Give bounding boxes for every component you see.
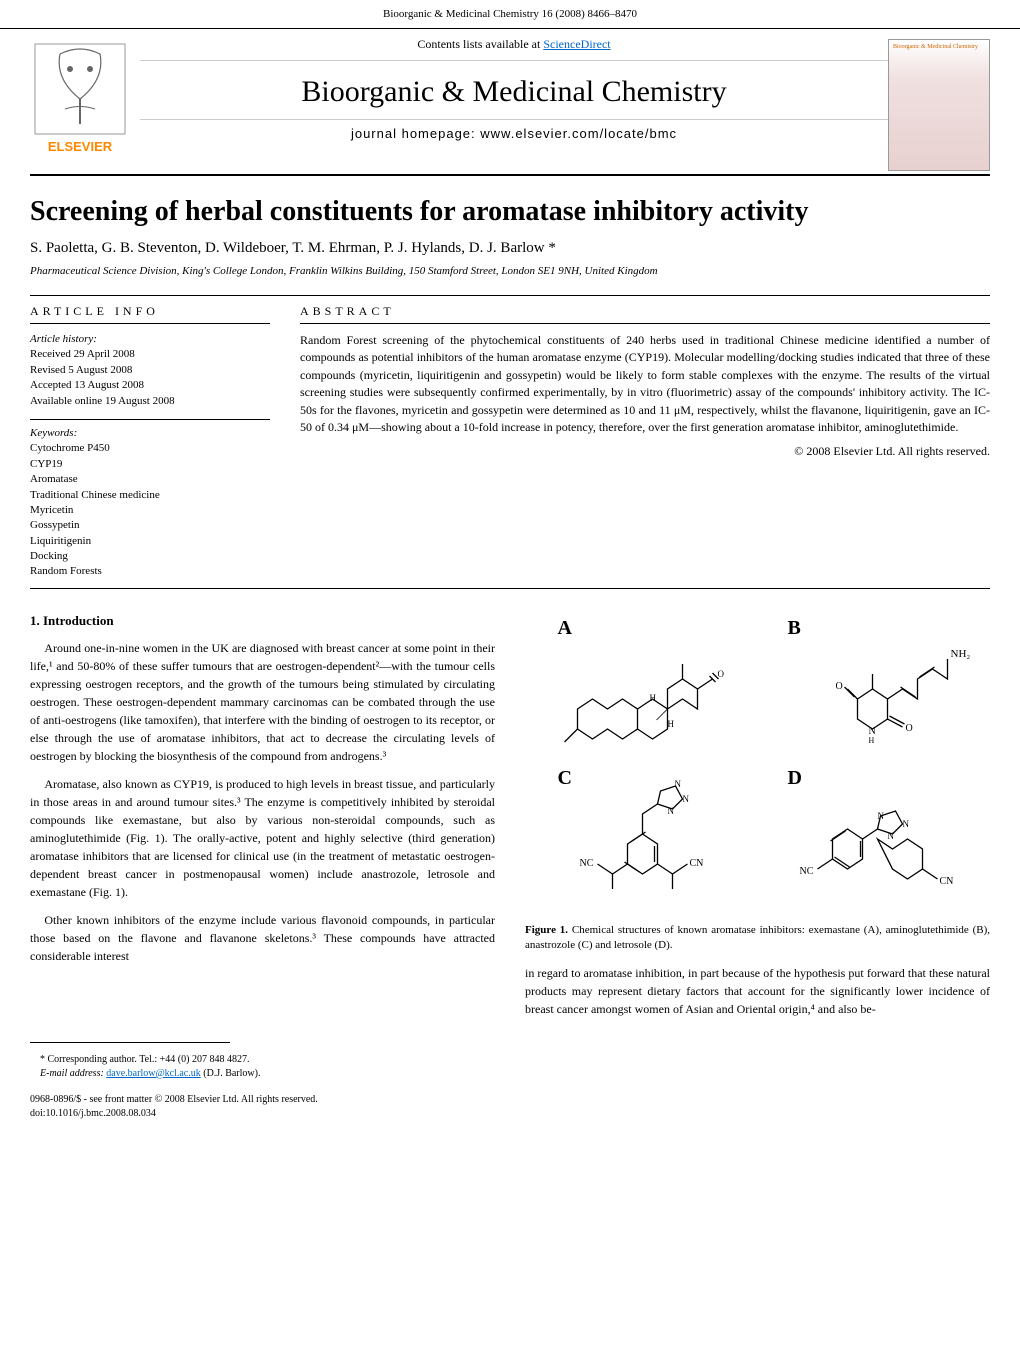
main-content: 1. Introduction Around one-in-nine women…	[0, 589, 1020, 1038]
keywords-block: Keywords: Cytochrome P450 CYP19 Aromatas…	[30, 419, 270, 580]
figure-svg: A H H O B N	[525, 609, 990, 919]
abstract-block: ABSTRACT Random Forest screening of the …	[300, 304, 990, 580]
cover-thumbnail: Bioorganic & Medicinal Chemistry	[888, 39, 990, 171]
intro-heading: 1. Introduction	[30, 613, 495, 629]
email-label: E-mail address:	[40, 1068, 106, 1079]
history-label: Article history:	[30, 332, 270, 347]
intro-p3: Other known inhibitors of the enzyme inc…	[30, 911, 495, 965]
svg-text:D: D	[788, 767, 802, 789]
svg-text:CN: CN	[690, 858, 704, 869]
front-matter: 0968-0896/$ - see front matter © 2008 El…	[30, 1093, 990, 1107]
svg-text:O: O	[836, 681, 843, 692]
email-link[interactable]: dave.barlow@kcl.ac.uk	[106, 1068, 200, 1079]
received: Received 29 April 2008	[30, 347, 270, 362]
contents-bar: Contents lists available at ScienceDirec…	[140, 29, 888, 61]
svg-text:N: N	[675, 779, 682, 789]
keyword: Cytochrome P450	[30, 441, 270, 456]
footer: * Corresponding author. Tel.: +44 (0) 20…	[0, 1038, 1020, 1141]
journal-name: Bioorganic & Medicinal Chemistry	[140, 61, 888, 119]
left-column: 1. Introduction Around one-in-nine women…	[30, 599, 495, 1028]
keyword: Docking	[30, 549, 270, 564]
svg-text:ELSEVIER: ELSEVIER	[48, 139, 113, 154]
article-info-heading: ARTICLE INFO	[30, 304, 270, 324]
info-abstract-row: ARTICLE INFO Article history: Received 2…	[0, 296, 1020, 584]
history-block: Article history: Received 29 April 2008 …	[30, 332, 270, 409]
online: Available online 19 August 2008	[30, 394, 270, 409]
keyword: Traditional Chinese medicine	[30, 488, 270, 503]
svg-text:A: A	[558, 617, 573, 639]
accepted: Accepted 13 August 2008	[30, 378, 270, 393]
sciencedirect-link[interactable]: ScienceDirect	[543, 37, 610, 51]
svg-text:NH₂: NH₂	[951, 648, 971, 660]
svg-text:NC: NC	[800, 866, 814, 877]
svg-text:H: H	[668, 719, 675, 729]
right-column: A H H O B N	[525, 599, 990, 1028]
svg-text:N: N	[903, 819, 910, 829]
homepage-label: journal homepage:	[351, 126, 480, 141]
email-suffix: (D.J. Barlow).	[201, 1068, 261, 1079]
svg-text:N: N	[668, 806, 675, 816]
email-line: E-mail address: dave.barlow@kcl.ac.uk (D…	[30, 1067, 990, 1081]
abstract-heading: ABSTRACT	[300, 304, 990, 324]
figure-1: A H H O B N	[525, 609, 990, 954]
keyword: Myricetin	[30, 503, 270, 518]
article-title: Screening of herbal constituents for aro…	[30, 196, 990, 228]
intro-p4: in regard to aromatase inhibition, in pa…	[525, 964, 990, 1018]
figure-label: Figure 1.	[525, 924, 568, 936]
abstract-text: Random Forest screening of the phytochem…	[300, 332, 990, 436]
footnote-rule	[30, 1042, 230, 1047]
keywords-label: Keywords:	[30, 426, 270, 441]
svg-text:N: N	[683, 794, 690, 804]
running-header: Bioorganic & Medicinal Chemistry 16 (200…	[0, 0, 1020, 28]
svg-text:H: H	[869, 736, 875, 745]
svg-text:O: O	[718, 669, 725, 679]
elsevier-logo: ELSEVIER	[30, 29, 140, 174]
copyright: © 2008 Elsevier Ltd. All rights reserved…	[300, 444, 990, 459]
journal-homepage: journal homepage: www.elsevier.com/locat…	[140, 119, 888, 155]
cover-text: Bioorganic & Medicinal Chemistry	[889, 40, 989, 54]
homepage-url: www.elsevier.com/locate/bmc	[480, 126, 677, 141]
article-info: ARTICLE INFO Article history: Received 2…	[30, 304, 270, 580]
contents-label: Contents lists available at	[417, 37, 543, 51]
doi-block: 0968-0896/$ - see front matter © 2008 El…	[30, 1093, 990, 1121]
keyword: Aromatase	[30, 472, 270, 487]
corresponding-author: * Corresponding author. Tel.: +44 (0) 20…	[30, 1053, 990, 1067]
keyword: CYP19	[30, 457, 270, 472]
revised: Revised 5 August 2008	[30, 363, 270, 378]
intro-p2: Aromatase, also known as CYP19, is produ…	[30, 775, 495, 901]
authors: S. Paoletta, G. B. Steventon, D. Wildebo…	[30, 240, 990, 257]
svg-text:NC: NC	[580, 858, 594, 869]
svg-text:O: O	[906, 723, 913, 734]
svg-text:B: B	[788, 617, 801, 639]
figure-caption-text: Chemical structures of known aromatase i…	[525, 924, 990, 951]
keyword: Gossypetin	[30, 518, 270, 533]
intro-p1: Around one-in-nine women in the UK are d…	[30, 639, 495, 765]
journal-header-bar: ELSEVIER Contents lists available at Sci…	[0, 28, 1020, 174]
svg-text:CN: CN	[940, 876, 954, 887]
svg-text:N: N	[888, 831, 895, 841]
doi: doi:10.1016/j.bmc.2008.08.034	[30, 1107, 990, 1121]
svg-text:N: N	[878, 811, 885, 821]
keyword: Random Forests	[30, 564, 270, 579]
affiliation: Pharmaceutical Science Division, King's …	[30, 265, 990, 277]
svg-text:C: C	[558, 767, 572, 789]
title-block: Screening of herbal constituents for aro…	[0, 176, 1020, 291]
svg-text:H: H	[650, 693, 657, 703]
keyword: Liquiritigenin	[30, 534, 270, 549]
figure-caption: Figure 1. Chemical structures of known a…	[525, 923, 990, 954]
center-header: Contents lists available at ScienceDirec…	[140, 29, 888, 155]
